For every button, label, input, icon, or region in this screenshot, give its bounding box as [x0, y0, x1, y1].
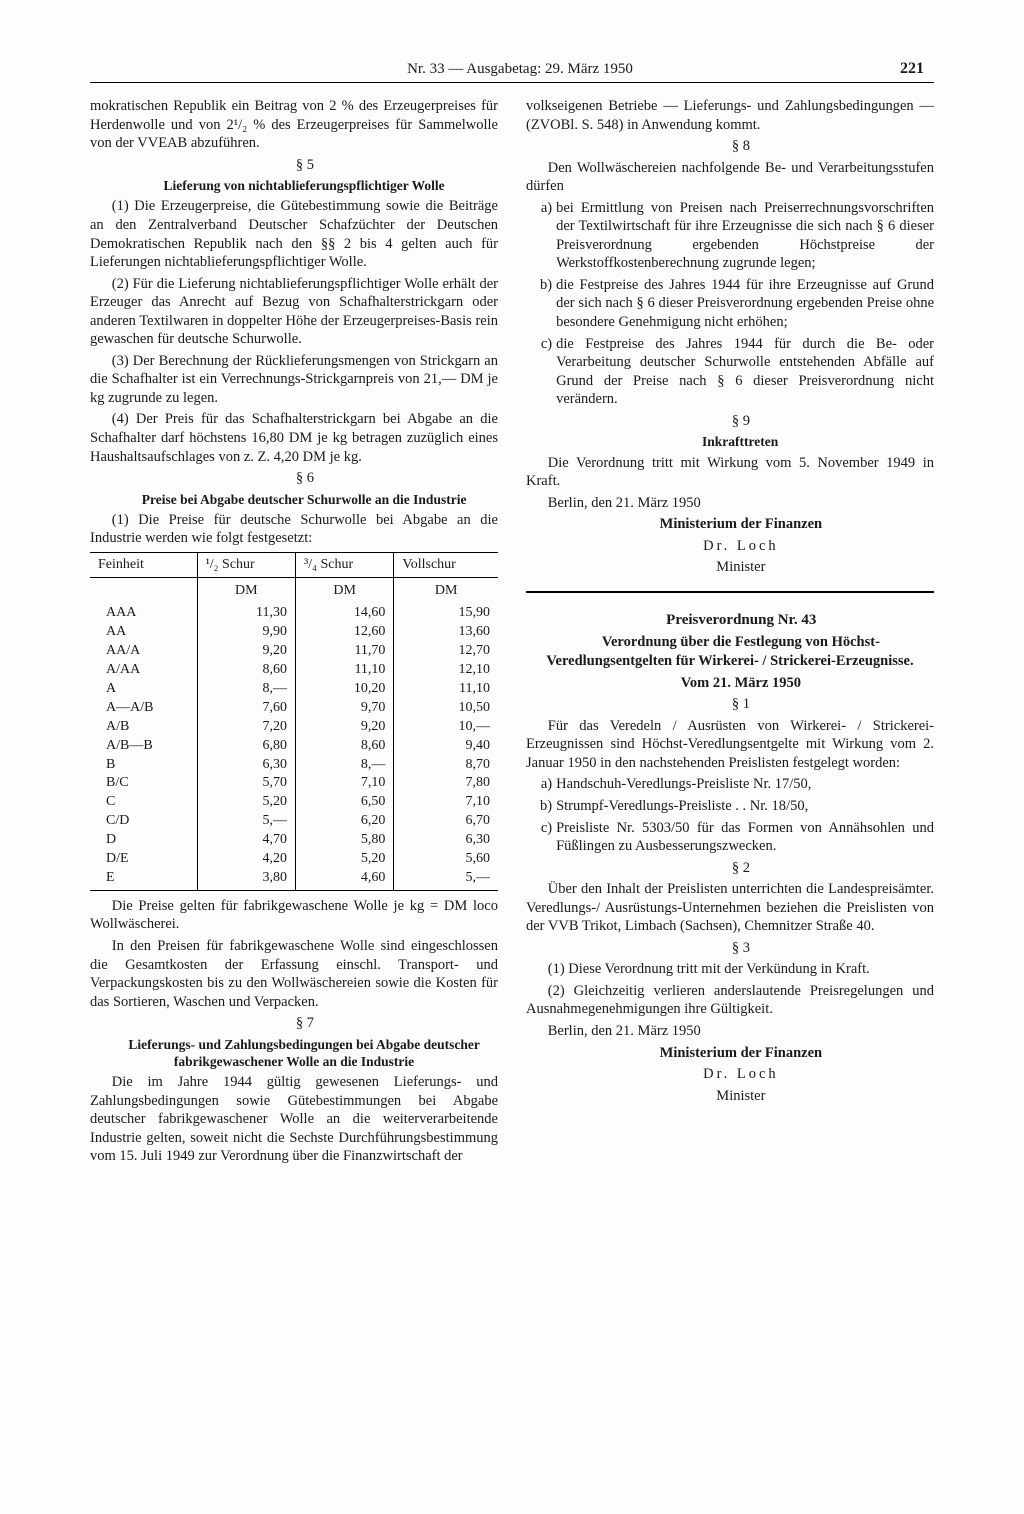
table-row: A/B7,209,2010,—: [90, 717, 498, 736]
s9-name: Dr. Loch: [526, 537, 934, 556]
d-s3-name: Dr. Loch: [526, 1065, 934, 1084]
s5-p4: (4) Der Preis für das Schafhalterstrickg…: [90, 410, 498, 466]
s9-num: § 9: [526, 412, 934, 431]
table-row: D4,705,806,30: [90, 831, 498, 850]
header-rule: [90, 82, 934, 83]
table-header-row: Feinheit ¹/₂ Schur ³/₄ Schur Vollschur: [90, 553, 498, 578]
s6-note2: In den Preisen für fabrikgewaschene Woll…: [90, 937, 498, 1011]
s7-p1: Die im Jahre 1944 gültig gewesenen Liefe…: [90, 1073, 498, 1166]
intro-continuation: mokratischen Republik ein Beitrag von 2 …: [90, 97, 498, 153]
s9-ministry: Ministerium der Finanzen: [526, 515, 934, 534]
table-row: C/D5,—6,206,70: [90, 812, 498, 831]
right-column: volkseigenen Betriebe — Lieferungs- und …: [526, 97, 934, 1169]
s6-p1: (1) Die Preise für deutsche Schurwolle b…: [90, 511, 498, 548]
s5-p3: (3) Der Berechnung der Rücklieferungsmen…: [90, 352, 498, 408]
table-row: C5,206,507,10: [90, 793, 498, 812]
decree-divider: [526, 591, 934, 593]
table-row: A—A/B7,609,7010,50: [90, 698, 498, 717]
s9-title: Inkrafttreten: [526, 433, 934, 450]
table-row: AA9,9012,6013,60: [90, 623, 498, 642]
d-s3-num: § 3: [526, 939, 934, 958]
table-row: A/AA8,6011,1012,10: [90, 661, 498, 680]
table-row: B6,308,—8,70: [90, 755, 498, 774]
decree-title: Preisverordnung Nr. 43: [526, 611, 934, 630]
d-s1-a: a) Handschuh-Veredlungs-Preisliste Nr. 1…: [526, 775, 934, 794]
s6-title: Preise bei Abgabe deutscher Schurwolle a…: [90, 491, 498, 508]
table-row: D/E4,205,205,60: [90, 850, 498, 869]
s7-continuation: volkseigenen Betriebe — Lieferungs- und …: [526, 97, 934, 134]
d-s1-num: § 1: [526, 695, 934, 714]
s8-item-b: b) die Festpreise des Jahres 1944 für ih…: [526, 276, 934, 332]
s8-item-c: c) die Festpreise des Jahres 1944 für du…: [526, 335, 934, 409]
s7-num: § 7: [90, 1014, 498, 1033]
page-number: 221: [900, 60, 924, 78]
d-s2-p1: Über den Inhalt der Preislisten unterric…: [526, 880, 934, 936]
s5-p2: (2) Für die Lieferung nichtablieferungsp…: [90, 275, 498, 349]
price-table: Feinheit ¹/₂ Schur ³/₄ Schur Vollschur D…: [90, 552, 498, 891]
table-row: A/B—B6,808,609,40: [90, 736, 498, 755]
th-feinheit: Feinheit: [90, 553, 197, 578]
table-row: E3,804,605,—: [90, 869, 498, 891]
s8-item-a: a) bei Ermittlung von Preisen nach Preis…: [526, 199, 934, 273]
table-row: B/C5,707,107,80: [90, 774, 498, 793]
table-row: A8,—10,2011,10: [90, 679, 498, 698]
d-s1-intro: Für das Veredeln / Ausrüsten von Wirkere…: [526, 717, 934, 773]
s8-intro: Den Wollwäschereien nachfolgende Be- und…: [526, 159, 934, 196]
d-s2-num: § 2: [526, 859, 934, 878]
s6-num: § 6: [90, 469, 498, 488]
d-s1-b: b) Strumpf-Veredlungs-Preisliste . . Nr.…: [526, 797, 934, 816]
d-s1-c: c) Preisliste Nr. 5303/50 für das Formen…: [526, 819, 934, 856]
decree-subtitle: Verordnung über die Festlegung von Höchs…: [526, 633, 934, 671]
header-title: Nr. 33 — Ausgabetag: 29. März 1950: [140, 61, 900, 78]
page-header: Nr. 33 — Ausgabetag: 29. März 1950 221: [90, 60, 934, 78]
left-column: mokratischen Republik ein Beitrag von 2 …: [90, 97, 498, 1169]
s5-num: § 5: [90, 156, 498, 175]
th-half: ¹/₂ Schur: [197, 553, 295, 578]
s9-role: Minister: [526, 558, 934, 577]
s7-title: Lieferungs- und Zahlungsbedingungen bei …: [90, 1036, 498, 1071]
d-s3-date: Berlin, den 21. März 1950: [526, 1022, 934, 1041]
d-s3-ministry: Ministerium der Finanzen: [526, 1044, 934, 1063]
th-three-quarter: ³/₄ Schur: [296, 553, 394, 578]
s5-p1: (1) Die Erzeugerpreise, die Gütebestimmu…: [90, 197, 498, 271]
table-row: AA/A9,2011,7012,70: [90, 642, 498, 661]
decree-date: Vom 21. März 1950: [526, 674, 934, 693]
d-s3-p1: (1) Diese Verordnung tritt mit der Verkü…: [526, 960, 934, 979]
s6-note1: Die Preise gelten für fabrikgewaschene W…: [90, 897, 498, 934]
s9-date: Berlin, den 21. März 1950: [526, 494, 934, 513]
table-dm-row: DMDMDM: [90, 577, 498, 603]
s8-num: § 8: [526, 137, 934, 156]
table-row: AAA11,3014,6015,90: [90, 604, 498, 623]
d-s3-p2: (2) Gleichzeitig verlieren anderslautend…: [526, 982, 934, 1019]
s5-title: Lieferung von nichtablieferungspflichtig…: [90, 177, 498, 194]
s9-p1: Die Verordnung tritt mit Wirkung vom 5. …: [526, 454, 934, 491]
d-s3-role: Minister: [526, 1087, 934, 1106]
th-full: Vollschur: [394, 553, 498, 578]
